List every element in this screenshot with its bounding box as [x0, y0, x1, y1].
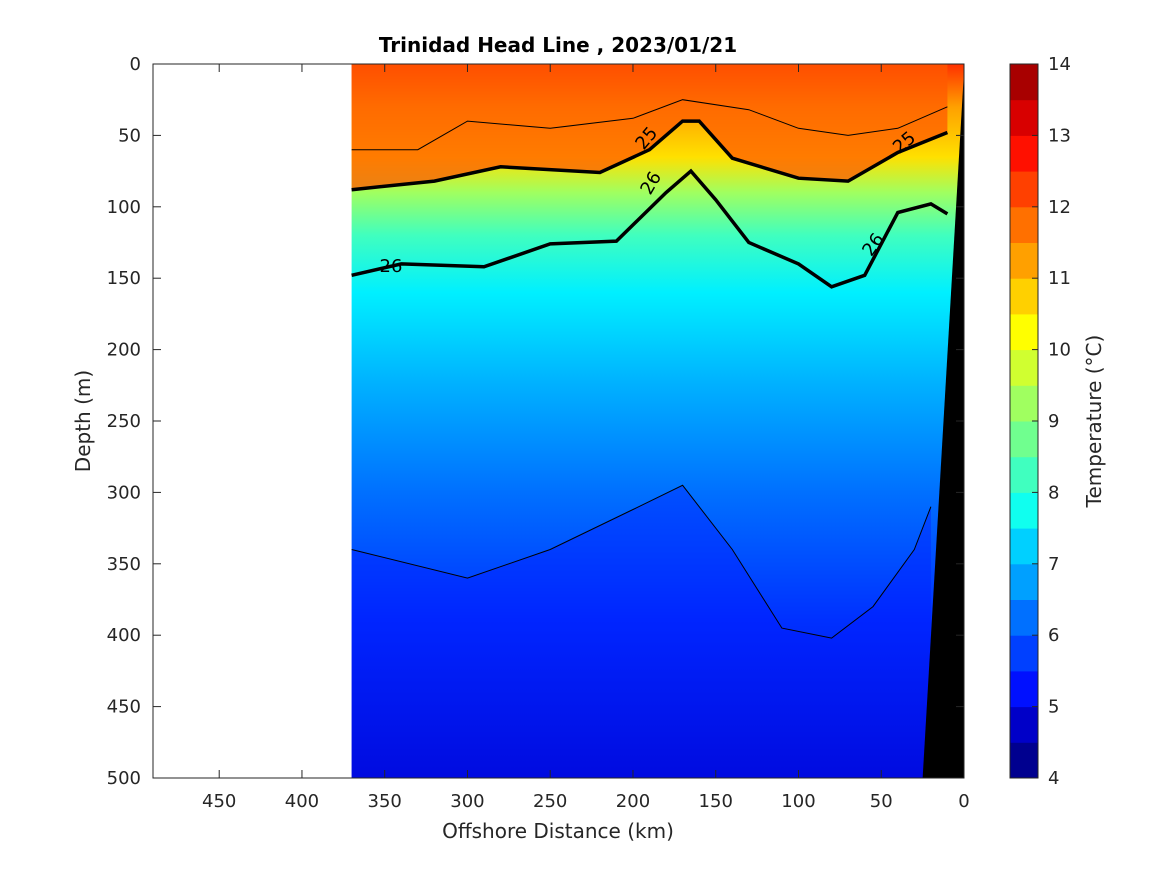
- x-tick-label: 450: [202, 791, 236, 812]
- x-tick-label: 0: [958, 791, 969, 812]
- x-tick-label: 350: [368, 791, 402, 812]
- warm-surface-layer: [351, 64, 948, 190]
- y-tick-label: 400: [107, 625, 141, 646]
- y-tick-label: 200: [107, 340, 141, 361]
- plot-area: [152, 63, 965, 779]
- colorbar-segment: [1010, 206, 1038, 243]
- colorbar-tick-label: 11: [1048, 268, 1071, 289]
- x-tick-label: 400: [285, 791, 319, 812]
- colorbar-tick-label: 6: [1048, 625, 1059, 646]
- colorbar-tick-label: 13: [1048, 125, 1071, 146]
- colorbar-tick-label: 7: [1048, 554, 1059, 575]
- y-axis-label: Depth (m): [71, 370, 95, 472]
- colorbar-segment: [1010, 670, 1038, 708]
- colorbar-segment: [1010, 492, 1038, 529]
- colorbar-segment: [1010, 421, 1038, 458]
- colorbar-tick-label: 9: [1048, 411, 1059, 432]
- colorbar: 4 5 6 7 8 9 10 11 12 13 14: [1009, 54, 1071, 789]
- colorbar-segment: [1010, 635, 1038, 672]
- x-tick-label: 50: [870, 791, 893, 812]
- y-tick-label: 250: [107, 411, 141, 432]
- colorbar-tick-label: 5: [1048, 697, 1059, 718]
- colorbar-segment: [1010, 242, 1038, 279]
- colorbar-segment: [1010, 599, 1038, 636]
- colorbar-segment: [1010, 171, 1038, 208]
- colorbar-segment: [1010, 313, 1038, 351]
- y-tick-label: 500: [107, 768, 141, 789]
- temperature-section-fill: [351, 64, 964, 778]
- y-axis: 0 50 100 150 200 250 300 350 400 450 500: [107, 54, 964, 789]
- x-tick-label: 250: [533, 791, 567, 812]
- deep-cold-trough: [351, 485, 931, 778]
- colorbar-segment: [1010, 135, 1038, 172]
- y-tick-label: 350: [107, 554, 141, 575]
- colorbar-tick-label: 14: [1048, 54, 1071, 75]
- colorbar-segment: [1010, 706, 1038, 743]
- contour-line-25: [351, 119, 949, 192]
- colorbar-tick-label: 12: [1048, 197, 1071, 218]
- isopycnal-contours: [351, 99, 949, 639]
- contour-line-26: [351, 168, 949, 289]
- colorbar-tick-label: 4: [1048, 768, 1059, 789]
- x-tick-label: 200: [616, 791, 650, 812]
- colorbar-segment: [1010, 349, 1038, 386]
- colorbar-segment: [1010, 278, 1038, 315]
- contour-line-thin-top: [351, 99, 948, 151]
- y-tick-label: 50: [118, 125, 141, 146]
- y-tick-label: 300: [107, 482, 141, 503]
- y-tick-label: 0: [130, 54, 141, 75]
- x-axis: 450 400 350 300 250 200 150 100 50 0: [202, 64, 970, 812]
- colorbar-segment: [1010, 742, 1038, 779]
- colorbar-segment: [1010, 528, 1038, 565]
- colorbar-segment: [1010, 385, 1038, 422]
- x-axis-label: Offshore Distance (km): [442, 819, 674, 843]
- colorbar-segment: [1010, 64, 1038, 101]
- colorbar-segment: [1010, 99, 1038, 136]
- y-tick-label: 450: [107, 697, 141, 718]
- seafloor-shelf: [922, 71, 964, 778]
- colorbar-tick-label: 10: [1048, 340, 1071, 361]
- contour-label-26-left: 26: [380, 256, 403, 277]
- y-tick-label: 150: [107, 268, 141, 289]
- contour-line-thin-deep: [351, 484, 932, 639]
- colorbar-segment: [1010, 563, 1038, 600]
- colorbar-tick-label: 8: [1048, 482, 1059, 503]
- chart-title: Trinidad Head Line , 2023/01/21: [379, 33, 737, 57]
- colorbar-label: Temperature (°C): [1082, 335, 1106, 509]
- x-tick-label: 100: [781, 791, 815, 812]
- colorbar-segment: [1010, 456, 1038, 493]
- x-tick-label: 150: [699, 791, 733, 812]
- y-tick-label: 100: [107, 197, 141, 218]
- x-tick-label: 300: [450, 791, 484, 812]
